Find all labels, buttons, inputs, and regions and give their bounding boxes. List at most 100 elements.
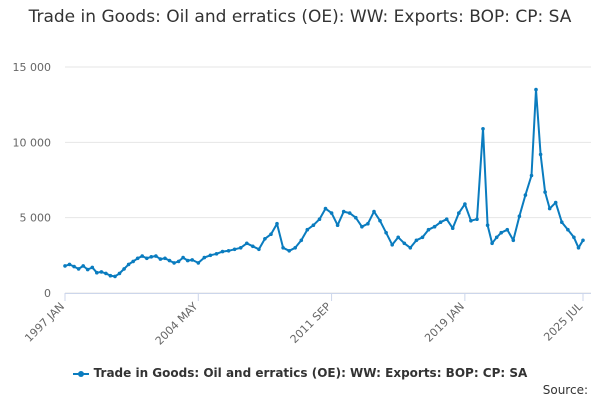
- data-point[interactable]: [181, 255, 185, 260]
- data-point[interactable]: [281, 246, 285, 250]
- data-point[interactable]: [238, 246, 243, 250]
- data-point[interactable]: [76, 267, 81, 271]
- data-point[interactable]: [499, 230, 504, 235]
- data-point[interactable]: [426, 227, 431, 232]
- data-point[interactable]: [117, 271, 122, 276]
- data-point[interactable]: [408, 246, 413, 250]
- data-point[interactable]: [566, 227, 570, 232]
- data-point[interactable]: [360, 224, 364, 229]
- data-point[interactable]: [269, 232, 273, 236]
- data-point[interactable]: [523, 193, 528, 197]
- data-point[interactable]: [354, 215, 358, 220]
- data-point[interactable]: [529, 173, 534, 178]
- data-point[interactable]: [72, 264, 76, 269]
- data-point[interactable]: [145, 256, 149, 261]
- data-point[interactable]: [140, 254, 144, 258]
- data-point[interactable]: [475, 217, 479, 221]
- data-point[interactable]: [347, 211, 352, 215]
- data-point[interactable]: [220, 249, 225, 254]
- y-tick-label: 10 000: [13, 136, 52, 149]
- data-point[interactable]: [158, 257, 163, 261]
- data-point[interactable]: [85, 267, 90, 272]
- data-point[interactable]: [245, 241, 249, 246]
- data-point[interactable]: [572, 235, 576, 240]
- data-point[interactable]: [402, 241, 407, 246]
- data-point[interactable]: [329, 211, 334, 215]
- data-point[interactable]: [305, 227, 310, 232]
- data-point[interactable]: [511, 238, 516, 243]
- data-point[interactable]: [172, 261, 176, 265]
- data-point[interactable]: [547, 206, 552, 211]
- data-point[interactable]: [214, 252, 219, 256]
- data-point[interactable]: [543, 190, 547, 194]
- data-point[interactable]: [384, 230, 388, 235]
- data-point[interactable]: [176, 259, 181, 264]
- data-point[interactable]: [135, 256, 140, 261]
- data-point[interactable]: [90, 265, 95, 270]
- data-point[interactable]: [311, 223, 316, 227]
- data-point[interactable]: [108, 273, 113, 278]
- data-point[interactable]: [438, 220, 443, 224]
- data-point[interactable]: [208, 253, 213, 258]
- data-point[interactable]: [335, 223, 340, 227]
- data-point[interactable]: [287, 249, 292, 253]
- data-point[interactable]: [95, 270, 99, 275]
- data-point[interactable]: [581, 238, 585, 243]
- data-point[interactable]: [457, 211, 461, 215]
- data-point[interactable]: [481, 127, 485, 131]
- data-point[interactable]: [538, 152, 543, 157]
- data-point[interactable]: [163, 256, 167, 261]
- data-point[interactable]: [263, 237, 267, 241]
- data-point[interactable]: [390, 243, 395, 247]
- data-point[interactable]: [450, 226, 455, 230]
- data-point[interactable]: [63, 264, 67, 268]
- data-point[interactable]: [275, 221, 279, 226]
- data-point[interactable]: [81, 264, 85, 268]
- data-point[interactable]: [341, 209, 346, 214]
- data-point[interactable]: [560, 220, 564, 224]
- data-point[interactable]: [553, 200, 558, 205]
- data-point[interactable]: [420, 235, 425, 240]
- chart-legend[interactable]: Trade in Goods: Oil and erratics (OE): W…: [0, 366, 600, 380]
- data-point[interactable]: [463, 202, 467, 206]
- data-point[interactable]: [576, 246, 581, 250]
- data-point[interactable]: [396, 235, 401, 240]
- data-point[interactable]: [202, 255, 207, 260]
- data-point[interactable]: [196, 261, 201, 265]
- data-point[interactable]: [190, 258, 194, 262]
- data-point[interactable]: [299, 238, 304, 243]
- data-point[interactable]: [432, 224, 437, 229]
- x-tick-label: 2019 JAN: [422, 300, 467, 345]
- data-point[interactable]: [99, 270, 104, 274]
- data-point[interactable]: [226, 249, 231, 253]
- data-point[interactable]: [517, 214, 522, 218]
- data-point[interactable]: [104, 271, 108, 276]
- data-point[interactable]: [167, 258, 172, 263]
- data-point[interactable]: [154, 254, 158, 258]
- data-point[interactable]: [126, 262, 131, 267]
- data-point[interactable]: [378, 218, 382, 223]
- data-point[interactable]: [534, 87, 538, 92]
- data-point[interactable]: [251, 244, 255, 249]
- data-point[interactable]: [485, 223, 490, 227]
- data-point[interactable]: [131, 259, 135, 264]
- data-point[interactable]: [185, 258, 190, 263]
- y-tick-label: 15 000: [13, 61, 52, 74]
- data-point[interactable]: [444, 217, 449, 221]
- data-point[interactable]: [494, 235, 499, 240]
- data-point[interactable]: [372, 209, 376, 214]
- data-point[interactable]: [505, 227, 510, 232]
- data-point[interactable]: [323, 206, 328, 211]
- data-point[interactable]: [232, 247, 237, 252]
- data-point[interactable]: [293, 246, 298, 250]
- data-point[interactable]: [257, 247, 261, 252]
- data-point[interactable]: [469, 218, 473, 223]
- data-point[interactable]: [317, 217, 322, 221]
- data-point[interactable]: [149, 254, 154, 259]
- data-point[interactable]: [67, 262, 72, 267]
- data-point[interactable]: [122, 267, 126, 271]
- data-point[interactable]: [490, 241, 494, 246]
- data-point[interactable]: [113, 274, 117, 279]
- data-point[interactable]: [414, 238, 419, 243]
- data-point[interactable]: [366, 221, 370, 226]
